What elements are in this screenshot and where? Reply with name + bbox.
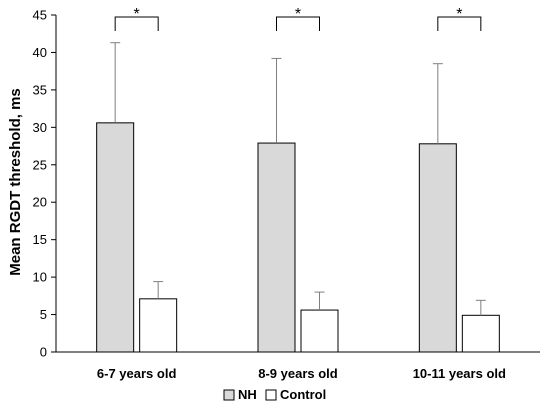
y-tick-label: 45 [33,8,47,23]
significance-bracket [114,16,159,31]
category-label: 10-11 years old [413,366,506,381]
bar-nh-3 [418,143,457,353]
legend-label-nh: NH [238,387,257,402]
significance-bracket [437,16,482,31]
y-tick-label: 35 [33,82,47,97]
y-tick-label: 0 [40,345,47,360]
y-tick-label: 10 [33,270,47,285]
error-bars [110,42,486,316]
bar-nh-2 [257,142,296,353]
category-label: 6-7 years old [97,366,177,381]
category-label: 8-9 years old [258,366,338,381]
axes [55,15,540,353]
y-axis-title: Mean RGDT threshold, ms [7,88,24,276]
y-tick-label: 30 [33,120,47,135]
y-tick-label: 25 [33,157,47,172]
significance-bracket [276,16,320,31]
bar-control-1 [139,298,178,353]
y-tick-label: 40 [33,45,47,60]
category-labels: 6-7 years old 8-9 years old 10-11 years ol… [97,366,506,381]
y-tick-label: 20 [33,195,47,210]
legend-swatch-control [265,389,277,401]
significance-markers: * * * [114,6,482,31]
significance-star: * [456,6,462,23]
legend: NH Control [223,387,326,402]
y-tick-label: 5 [40,307,47,322]
significance-star: * [295,6,301,23]
significance-star: * [134,6,140,23]
y-axis-ticks: 0 5 10 15 20 25 30 35 40 45 [33,8,56,360]
y-tick-label: 15 [33,232,47,247]
bar-control-2 [300,309,339,353]
bar-nh-1 [96,122,135,353]
legend-label-control: Control [280,387,326,402]
bar-control-3 [461,314,500,353]
legend-swatch-nh [223,389,235,401]
bars [96,122,500,353]
